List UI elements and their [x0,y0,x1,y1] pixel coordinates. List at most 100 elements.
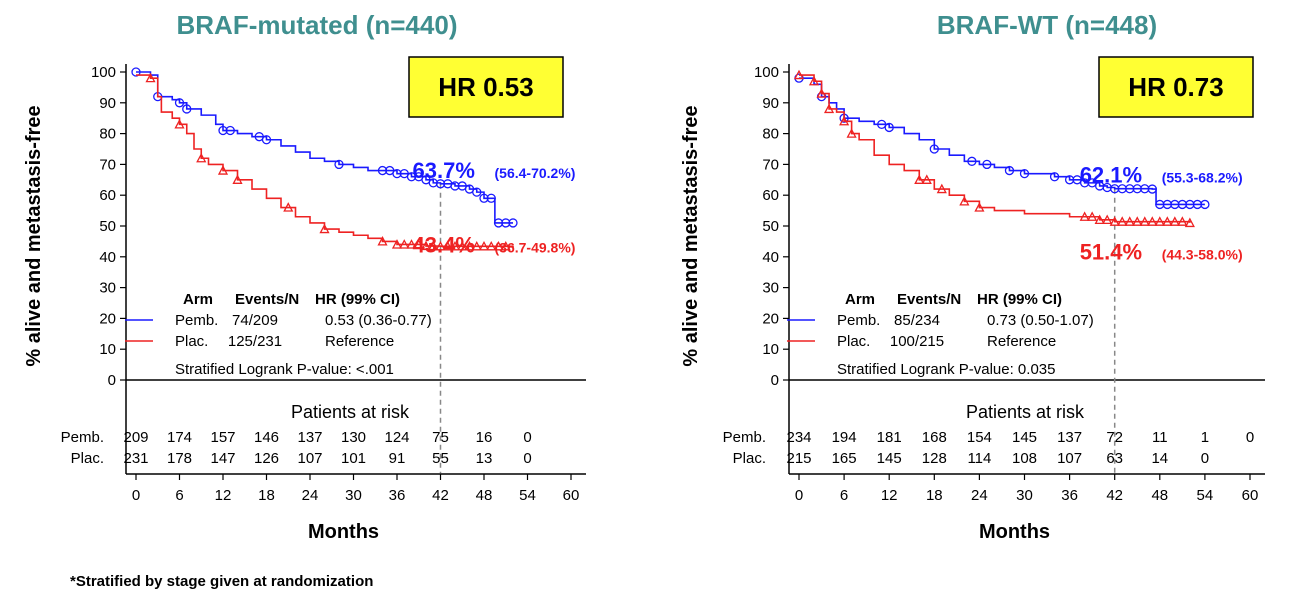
censor-mark [846,128,857,138]
at-risk-value: 128 [922,450,947,467]
censor-mark [174,118,185,129]
censor-mark [921,174,932,184]
x-tick-label: 36 [1061,487,1078,504]
censor-mark [319,223,330,234]
censor-mark [399,239,410,249]
at-risk-value: 0 [523,450,531,467]
legend-header: Events/N [897,291,961,308]
censor-mark [929,144,939,154]
censor-mark [145,72,156,83]
legend-arm: Pemb. [175,312,218,329]
x-tick-label: 6 [175,487,183,504]
at-risk-label: Pemb. [61,429,104,446]
x-tick-label: 24 [971,487,988,504]
at-risk-value: 14 [1151,450,1168,467]
censor-mark [816,88,827,98]
censor-mark [428,178,438,188]
hr-box [408,56,564,118]
at-risk-value: 215 [786,450,811,467]
y-tick-label: 50 [99,218,116,235]
at-risk-value: 137 [297,429,322,446]
censor-mark [1154,216,1165,226]
at-risk-value: 114 [967,450,991,467]
censor-mark [1177,216,1188,226]
at-risk-value: 231 [123,450,148,467]
legend-hr: Reference [325,333,394,350]
censor-mark [1147,184,1157,194]
x-tick-label: 18 [926,487,943,504]
at-risk-value: 72 [1106,429,1123,446]
censor-mark [1004,165,1015,176]
censor-mark [442,240,453,251]
censor-mark [1169,216,1180,226]
censor-mark [486,240,497,251]
censor-mark [936,183,947,194]
censor-mark [131,67,141,77]
hr-label: HR 0.53 [438,72,533,102]
landmark-percent: 51.4% [1080,240,1142,265]
censor-mark [1049,172,1060,182]
x-tick-label: 12 [881,487,898,504]
x-tick-label: 54 [519,487,536,504]
chart-panel-1: BRAF-mutated (n=440) % alive and metastas… [23,10,586,543]
censor-mark [1087,178,1097,188]
censor-mark [218,125,228,136]
x-tick-label: 60 [563,487,580,504]
at-risk-value: 130 [341,429,366,446]
y-tick-label: 10 [762,341,779,358]
y-tick-label: 30 [99,280,116,297]
censor-mark [449,240,461,251]
landmark-percent: 62.1% [1080,163,1142,188]
legend-hr: 0.73 (0.50-1.07) [987,312,1094,329]
censor-mark [232,174,243,184]
censor-mark [877,119,887,130]
legend-events: 74/209 [232,312,278,329]
at-risk-value: 0 [1246,429,1254,446]
at-risk-label: Pemb. [723,429,766,446]
censor-mark [457,240,468,251]
legend-arm: Pemb. [837,312,880,329]
censor-mark [479,193,489,203]
censor-mark [1109,216,1120,226]
at-risk-value: 168 [922,429,947,446]
legend-arm: Plac. [175,333,208,350]
at-risk-value: 181 [877,429,902,446]
x-tick-label: 0 [795,487,803,504]
censor-mark [1019,168,1030,179]
censor-mark [1102,214,1113,224]
censor-mark [1139,216,1150,226]
chart-title: BRAF-mutated (n=440) [177,10,458,40]
km-curve-plac [799,74,1191,223]
legend-events: 100/215 [890,333,944,350]
at-risk-value: 194 [832,429,857,446]
legend-pvalue: Stratified Logrank P-value: 0.035 [837,361,1055,378]
at-risk-value: 145 [1012,429,1037,446]
x-tick-label: 18 [258,487,275,504]
landmark-percent: 63.7% [413,158,475,183]
censor-mark [377,165,388,176]
y-tick-label: 30 [762,280,779,297]
hr-box [1098,56,1254,118]
censor-mark [1117,216,1128,226]
at-risk-value: 124 [384,429,409,446]
y-tick-label: 70 [99,156,116,173]
x-axis-label: Months [979,521,1050,543]
at-risk-value: 178 [167,450,192,467]
censor-mark [377,236,388,246]
legend-header: Arm [183,291,213,308]
censor-mark [391,239,403,249]
censor-mark [1072,175,1082,185]
at-risk-value: 55 [432,450,449,467]
censor-mark [1184,217,1195,228]
censor-mark [982,159,992,170]
legend-arm: Plac. [837,333,870,350]
legend-header: Arm [845,291,875,308]
censor-mark [471,240,482,251]
censor-mark [1132,216,1143,226]
y-axis-label: % alive and metastasis-free [23,105,45,366]
legend-hr: Reference [987,333,1056,350]
censor-mark [413,239,424,249]
censor-mark [406,239,417,249]
y-tick-label: 100 [754,64,779,81]
